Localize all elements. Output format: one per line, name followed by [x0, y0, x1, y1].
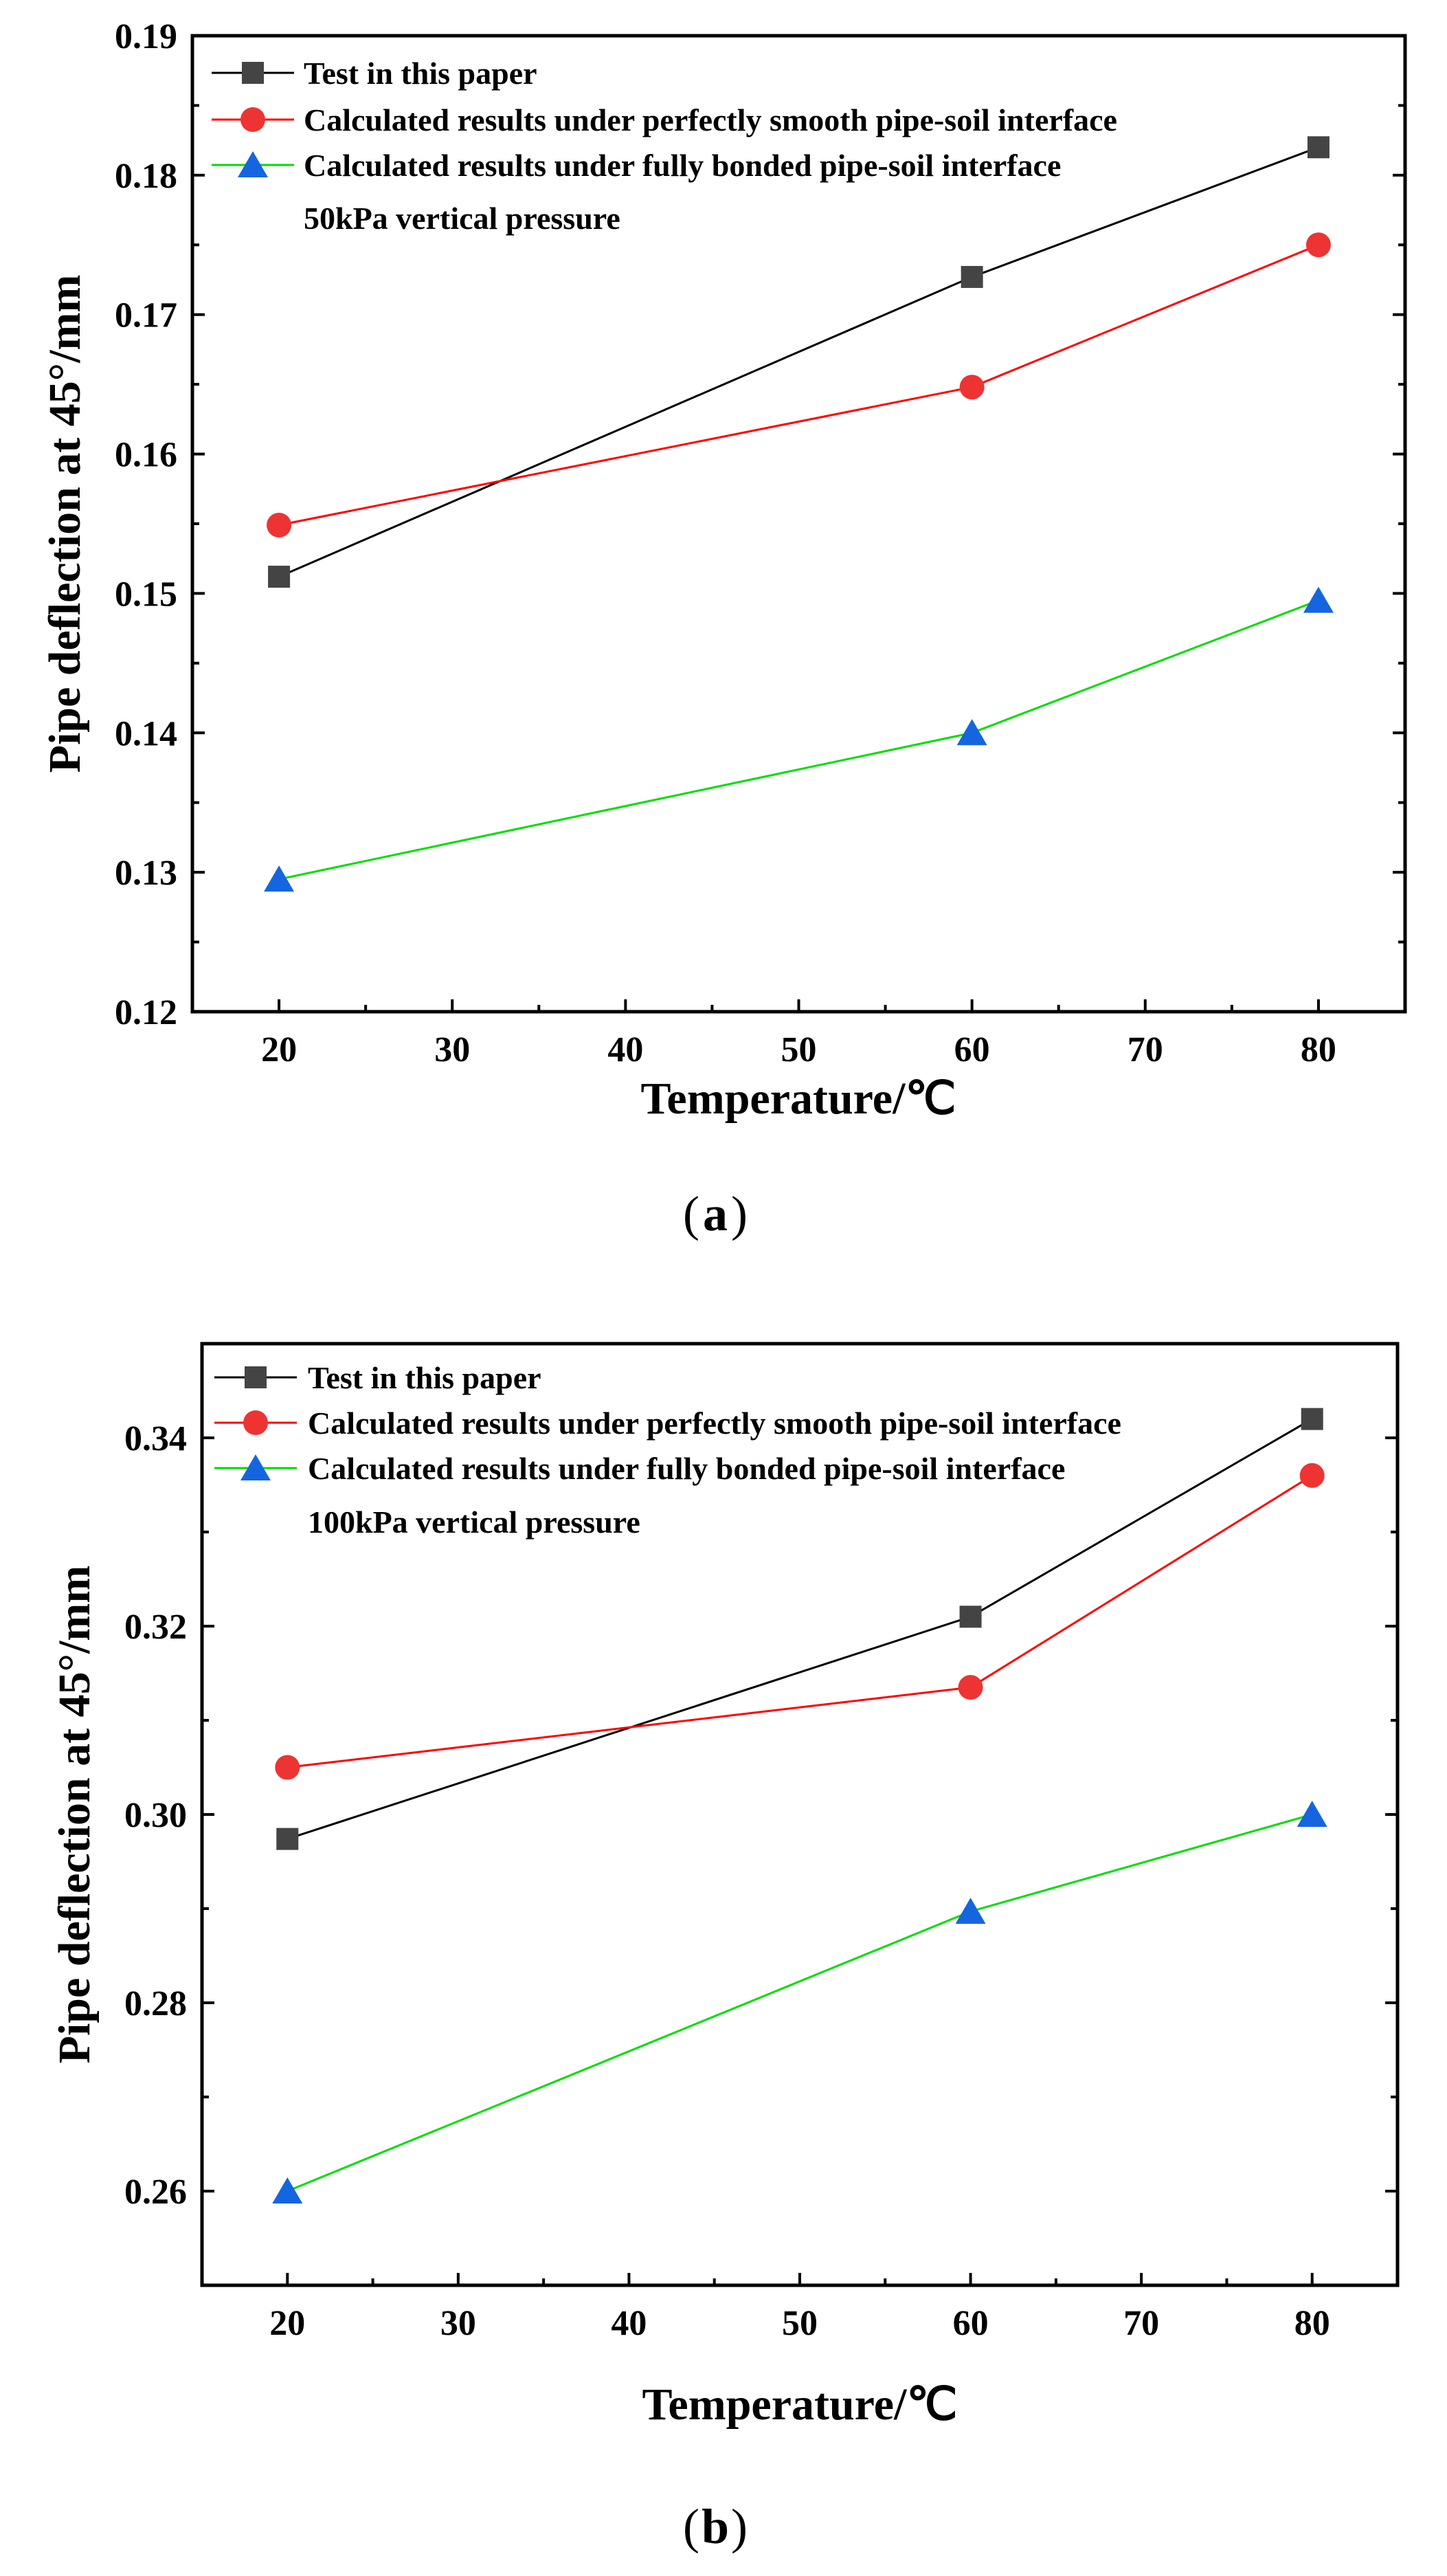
- legend-square-marker: [245, 1366, 267, 1388]
- x-tick-label: 50: [782, 2304, 818, 2343]
- data-point-triangle: [956, 719, 987, 746]
- legend-entry: Calculated results under fully bonded pi…: [212, 148, 1061, 183]
- y-tick-label: 0.32: [124, 1608, 187, 1647]
- caption-open-paren: (: [683, 1186, 699, 1241]
- series-layer: [264, 136, 1334, 892]
- data-point-square: [959, 1606, 982, 1628]
- data-point-square: [268, 566, 291, 588]
- legend-circle-marker: [240, 107, 265, 132]
- x-tick-label: 20: [269, 2304, 305, 2343]
- legend: Test in this paper Calculated results un…: [212, 56, 1117, 236]
- y-tick-label: 0.17: [115, 296, 177, 335]
- x-axis-title: Temperature/℃: [642, 2379, 957, 2430]
- y-tick-label: 0.18: [115, 157, 177, 196]
- series-layer: [272, 1408, 1327, 2203]
- legend-triangle-marker: [238, 151, 268, 177]
- legend-entry: Test in this paper: [212, 56, 537, 91]
- x-tick-label: 40: [607, 1030, 643, 1069]
- pressure-annotation: 50kPa vertical pressure: [304, 201, 620, 236]
- y-tick-label: 0.30: [124, 1796, 187, 1835]
- data-point-square: [1307, 136, 1330, 159]
- panel-caption: ( b ): [683, 2499, 748, 2554]
- legend-entry: Calculated results under perfectly smoot…: [214, 1406, 1121, 1441]
- legend-entry: Calculated results under perfectly smoot…: [212, 102, 1117, 137]
- caption-open-paren: (: [683, 2499, 699, 2554]
- x-tick-label: 70: [1123, 2304, 1159, 2343]
- x-tick-label: 60: [954, 1030, 990, 1069]
- chart-panel-a: 0.12 0.13 0.14 0.15 0.16 0.17 0.18 0.19 20 30 40 5…: [40, 17, 1407, 1241]
- y-tick-label: 0.34: [124, 1419, 187, 1458]
- legend-entry: Test in this paper: [214, 1360, 541, 1395]
- y-axis-title: Pipe deflection at 45°/mm: [49, 1566, 100, 2064]
- data-point-triangle: [1303, 586, 1334, 613]
- data-point-circle: [1305, 232, 1331, 258]
- y-tick-label: 0.26: [124, 2173, 187, 2212]
- chart-panel-b: 0.26 0.28 0.30 0.32 0.34 20 30 40 50 60 70 80 Test…: [49, 1342, 1400, 2554]
- data-point-circle: [959, 375, 985, 400]
- data-point-triangle: [272, 2177, 303, 2203]
- caption-letter: b: [702, 2499, 729, 2554]
- legend-square-marker: [242, 62, 264, 84]
- x-tick-label: 50: [781, 1030, 817, 1069]
- y-tick-label: 0.15: [115, 575, 177, 614]
- y-axis-title: Pipe deflection at 45°/mm: [40, 275, 90, 773]
- legend-label: Test in this paper: [308, 1360, 541, 1395]
- y-tick-label: 0.28: [124, 1984, 187, 2023]
- x-axis-ticks: 20 30 40 50 60 70 80: [269, 2273, 1330, 2343]
- legend-label: Calculated results under perfectly smoot…: [308, 1406, 1121, 1441]
- data-point-square: [276, 1828, 299, 1850]
- legend-label: Calculated results under perfectly smoot…: [304, 102, 1117, 137]
- x-tick-label: 80: [1301, 1030, 1336, 1069]
- data-point-square: [961, 265, 983, 288]
- pressure-annotation: 100kPa vertical pressure: [308, 1504, 640, 1540]
- caption-letter: a: [703, 1186, 728, 1241]
- legend-label: Calculated results under fully bonded pi…: [308, 1451, 1065, 1486]
- x-tick-label: 20: [261, 1030, 297, 1069]
- x-tick-label: 30: [440, 2304, 476, 2343]
- y-tick-label: 0.12: [115, 993, 177, 1032]
- y-tick-label: 0.16: [115, 436, 177, 475]
- legend-label: Calculated results under fully bonded pi…: [304, 148, 1061, 183]
- y-tick-label: 0.14: [115, 714, 177, 753]
- y-axis-ticks: 0.26 0.28 0.30 0.32 0.34: [124, 1342, 1398, 2287]
- data-point-circle: [267, 513, 292, 538]
- data-point-triangle: [264, 865, 295, 892]
- y-tick-label: 0.19: [115, 17, 177, 56]
- x-axis-title: Temperature/℃: [640, 1074, 956, 1124]
- x-tick-label: 80: [1294, 2304, 1330, 2343]
- x-tick-label: 30: [434, 1030, 470, 1069]
- data-point-circle: [1299, 1463, 1325, 1488]
- x-tick-label: 70: [1128, 1030, 1163, 1069]
- legend-entry: Calculated results under fully bonded pi…: [214, 1451, 1065, 1486]
- y-tick-label: 0.13: [115, 854, 177, 893]
- x-tick-label: 60: [953, 2304, 989, 2343]
- data-point-circle: [958, 1675, 983, 1700]
- legend-triangle-marker: [240, 1454, 271, 1480]
- caption-close-paren: ): [731, 1186, 748, 1241]
- caption-close-paren: ): [731, 2499, 748, 2554]
- data-point-triangle: [1297, 1801, 1327, 1827]
- data-point-square: [1301, 1408, 1323, 1430]
- x-tick-label: 40: [611, 2304, 647, 2343]
- data-point-triangle: [955, 1898, 986, 1924]
- legend: Test in this paper Calculated results un…: [214, 1360, 1121, 1540]
- y-axis-ticks: 0.12 0.13 0.14 0.15 0.16 0.17 0.18 0.19: [115, 17, 1405, 1032]
- data-point-circle: [275, 1755, 300, 1780]
- x-axis-ticks: 20 30 40 50 60 70 80: [261, 999, 1336, 1069]
- legend-circle-marker: [243, 1410, 268, 1435]
- panel-caption: ( a ): [683, 1186, 748, 1241]
- legend-label: Test in this paper: [304, 56, 537, 91]
